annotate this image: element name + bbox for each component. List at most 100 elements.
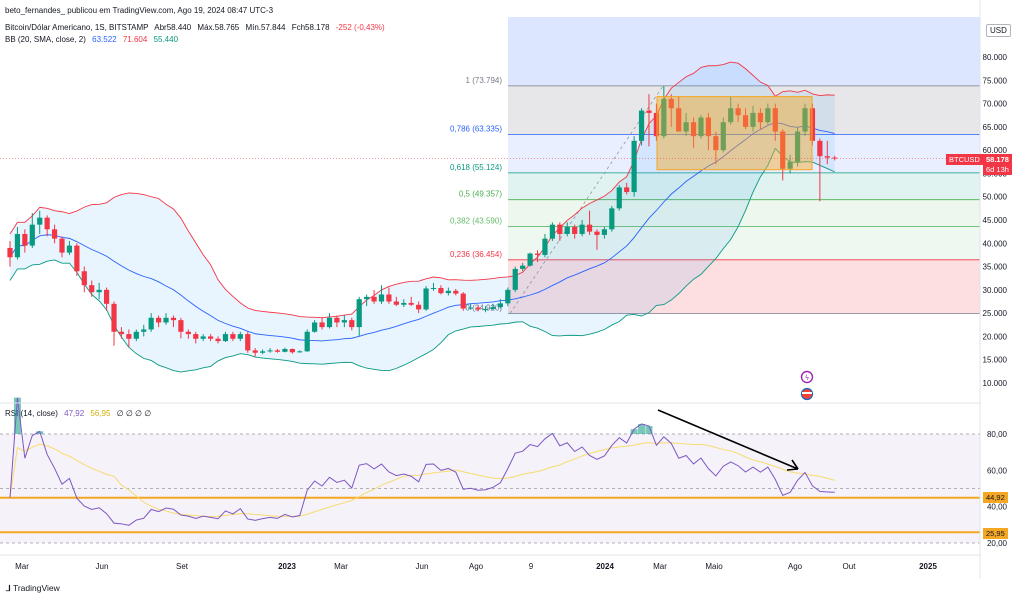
- price-tick-label: 50.000: [983, 193, 1008, 202]
- bb-basis-line: [9, 121, 835, 342]
- candle-body: [141, 329, 147, 332]
- candle-body: [676, 108, 682, 132]
- tradingview-logo[interactable]: ⅃ TradingView: [6, 583, 60, 593]
- candle-body: [824, 156, 830, 158]
- candle-body: [208, 336, 214, 339]
- price-tick-label: 30.000: [983, 286, 1008, 295]
- bb-band-fill: [10, 62, 835, 373]
- fib-level-label: 0,618 (55.124): [450, 163, 502, 172]
- fib-level-label: 0,5 (49.357): [459, 190, 502, 199]
- candle-body: [594, 231, 600, 235]
- candle-body: [252, 350, 258, 353]
- candle-body: [215, 338, 221, 342]
- candle-body: [74, 245, 80, 272]
- fib-level-label: 0,786 (63.335): [450, 125, 502, 134]
- time-tick-label: Ago: [469, 562, 484, 571]
- candle-body: [475, 307, 481, 310]
- tv-icon: ⅃: [6, 583, 11, 593]
- candle-body: [423, 288, 429, 310]
- candle-body: [282, 349, 288, 352]
- candle-body: [609, 208, 615, 230]
- time-tick-label: Out: [843, 562, 857, 571]
- candle-body: [222, 334, 229, 342]
- candle-body: [430, 287, 437, 289]
- time-tick-label: Set: [176, 562, 189, 571]
- time-tick-label: Mar: [334, 562, 348, 571]
- candle-body: [482, 308, 489, 310]
- candle-body: [772, 108, 778, 132]
- candle-body: [274, 350, 281, 352]
- candle-body: [7, 247, 13, 258]
- candle-body: [267, 350, 273, 352]
- fib-level-label: 0,382 (43.590): [450, 217, 502, 226]
- candle-body: [668, 98, 674, 109]
- currency-button[interactable]: USD: [986, 24, 1011, 37]
- time-tick-label: 2024: [596, 562, 614, 571]
- candle-body: [534, 253, 541, 255]
- candle-body: [646, 110, 652, 113]
- rsi-level-tag-1: 44,92: [983, 492, 1008, 503]
- time-tick-label: 2023: [278, 562, 296, 571]
- candle-body: [683, 122, 689, 132]
- candle-body: [549, 224, 555, 239]
- rsi-trendline: [657, 409, 799, 470]
- candle-body: [780, 131, 786, 169]
- rsi-tick-label: 80,00: [987, 430, 1008, 439]
- candle-body: [802, 108, 808, 132]
- candle-body: [520, 265, 526, 269]
- candle-body: [237, 334, 243, 339]
- candle-body: [386, 294, 392, 302]
- time-tick-label: Mar: [653, 562, 667, 571]
- candle-body: [416, 304, 422, 310]
- rsi-line: [9, 397, 835, 526]
- rsi-legend[interactable]: RSI (14, close) 47,92 56,95 ∅ ∅ ∅ ∅: [5, 409, 155, 418]
- candle-body: [96, 289, 102, 293]
- price-tick-label: 45.000: [983, 216, 1008, 225]
- bb-legend[interactable]: BB (20, SMA, close, 2) 63.522 71.604 55.…: [5, 35, 182, 44]
- candle-body: [460, 293, 466, 309]
- high-value: Máx.58.765: [197, 23, 240, 32]
- candle-body: [44, 217, 50, 230]
- candle-body: [22, 233, 28, 246]
- candle-body: [638, 110, 645, 141]
- price-tick-label: 40.000: [983, 239, 1008, 248]
- candle-body: [319, 322, 325, 328]
- rsi-value: 47,92: [64, 409, 85, 418]
- candle-body: [557, 224, 563, 234]
- candle-body: [601, 229, 607, 235]
- candle-body: [260, 351, 266, 353]
- candle-body: [572, 226, 578, 234]
- candle-body: [89, 285, 95, 293]
- candle-body: [163, 317, 169, 323]
- candle-body: [326, 317, 333, 328]
- candle-body: [297, 351, 303, 353]
- candle-body: [690, 122, 697, 137]
- candle-body: [631, 140, 637, 193]
- candle-body: [378, 294, 385, 302]
- candle-body: [728, 108, 734, 123]
- rsi-level-tag-2: 25,95: [983, 528, 1008, 539]
- candle-body: [59, 238, 65, 253]
- countdown-tag: 6d 13h: [983, 164, 1012, 175]
- candle-body: [334, 317, 340, 323]
- candle-body: [371, 296, 377, 302]
- candle-body: [289, 349, 295, 353]
- close-value: Fch58.178: [291, 23, 330, 32]
- candle-body: [356, 299, 362, 328]
- price-tick-label: 10.000: [983, 379, 1008, 388]
- candle-body: [505, 289, 511, 304]
- bb-label: BB (20, SMA, close, 2): [5, 35, 86, 44]
- candle-body: [735, 108, 741, 116]
- fib-zone: [508, 172, 980, 200]
- candle-body: [453, 290, 459, 294]
- candle-body: [118, 331, 125, 335]
- candle-body: [341, 320, 347, 323]
- time-tick-label: Jun: [96, 562, 109, 571]
- price-tick-label: 80.000: [983, 53, 1008, 62]
- candle-body: [156, 317, 162, 323]
- candle-body: [497, 303, 503, 308]
- candle-body: [542, 238, 548, 255]
- rsi-empty-values: ∅ ∅ ∅ ∅: [116, 409, 152, 418]
- candle-body: [14, 233, 21, 258]
